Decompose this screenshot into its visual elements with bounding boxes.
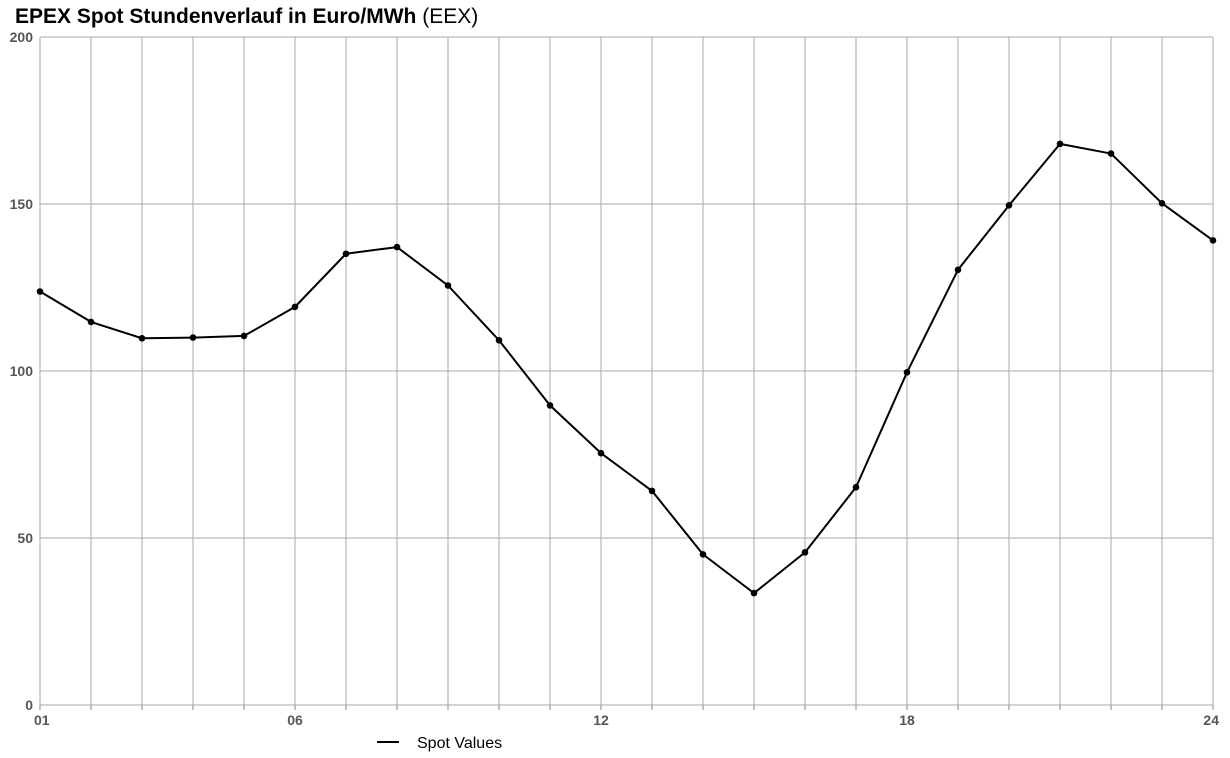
data-point bbox=[36, 288, 44, 295]
y-tick-label: 200 bbox=[10, 29, 34, 45]
legend: Spot Values bbox=[377, 735, 502, 752]
chart-title-main: EPEX Spot Stundenverlauf in Euro/MWh bbox=[15, 5, 417, 28]
data-point bbox=[648, 487, 656, 495]
chart-title-source: (EEX) bbox=[422, 5, 479, 28]
grid-layer bbox=[39, 36, 1214, 710]
x-tick-label: 01 bbox=[34, 712, 50, 728]
data-point bbox=[240, 332, 248, 340]
data-point bbox=[189, 334, 197, 341]
data-point bbox=[597, 449, 605, 457]
data-point bbox=[87, 318, 95, 326]
data-point bbox=[750, 589, 758, 597]
y-tick-label: 100 bbox=[10, 363, 34, 379]
data-point bbox=[342, 250, 350, 258]
data-point bbox=[495, 336, 503, 344]
tick-labels: 0 50 100 150 200 01 06 12 18 24 bbox=[10, 29, 1220, 728]
data-point bbox=[546, 402, 554, 409]
x-tick-label: 18 bbox=[899, 712, 915, 728]
data-point bbox=[1158, 200, 1166, 207]
data-point bbox=[852, 483, 860, 491]
x-tick-label: 06 bbox=[287, 712, 303, 728]
chart-title: EPEX Spot Stundenverlauf in Euro/MWh (EE… bbox=[15, 4, 478, 30]
x-tick-label: 24 bbox=[1203, 712, 1219, 728]
data-point bbox=[444, 282, 452, 289]
series-line bbox=[39, 142, 1214, 595]
data-point bbox=[1107, 150, 1115, 157]
data-point bbox=[1056, 140, 1064, 148]
series-layer bbox=[36, 140, 1217, 597]
data-point bbox=[393, 243, 401, 251]
data-point bbox=[954, 266, 962, 274]
x-tick-label: 12 bbox=[593, 712, 609, 728]
y-tick-label: 0 bbox=[25, 697, 33, 713]
data-point bbox=[801, 549, 809, 556]
data-point bbox=[138, 334, 146, 342]
data-point bbox=[903, 369, 911, 376]
y-tick-label: 50 bbox=[17, 530, 33, 546]
legend-label: Spot Values bbox=[417, 735, 502, 752]
data-point bbox=[1209, 237, 1217, 244]
data-point bbox=[291, 303, 299, 311]
y-tick-label: 150 bbox=[10, 196, 34, 212]
data-point bbox=[699, 551, 707, 558]
data-point bbox=[1005, 202, 1013, 209]
